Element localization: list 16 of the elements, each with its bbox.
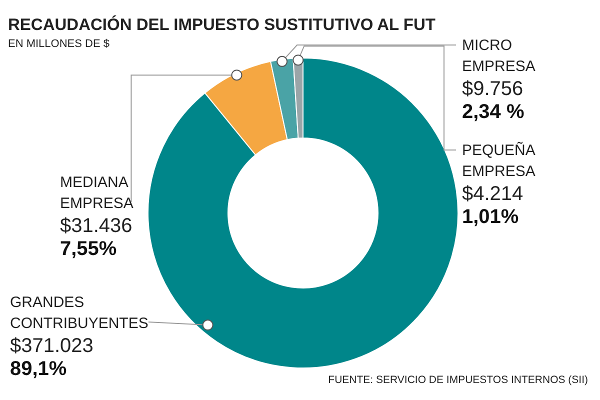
slice-label: PEQUEÑA EMPRESA <box>462 141 536 180</box>
text: 2,34 % <box>462 101 524 123</box>
text: 1,01% <box>462 206 519 228</box>
slice-label: MEDIANA EMPRESA <box>60 174 134 212</box>
slice-label: GRANDES CONTRIBUYENTES <box>10 294 148 332</box>
data-label: $31.436 <box>60 215 132 237</box>
chart-title: RECAUDACIÓN DEL IMPUESTO SUSTITUTIVO AL FUT <box>8 15 436 34</box>
data-label: $371.023 <box>10 335 94 357</box>
data-label: $9.756 <box>462 78 524 100</box>
slice-label: MICRO EMPRESA <box>462 37 536 75</box>
chart-subtitle: EN MILLONES DE $ <box>8 38 110 50</box>
source-note: FUENTE: SERVICIO DE IMPUESTOS INTERNOS (SII) <box>328 374 588 386</box>
donut-slice <box>148 58 458 368</box>
text: 89,1% <box>10 358 67 380</box>
text: 7,55% <box>60 238 117 260</box>
data-label: $4.214 <box>462 183 524 205</box>
